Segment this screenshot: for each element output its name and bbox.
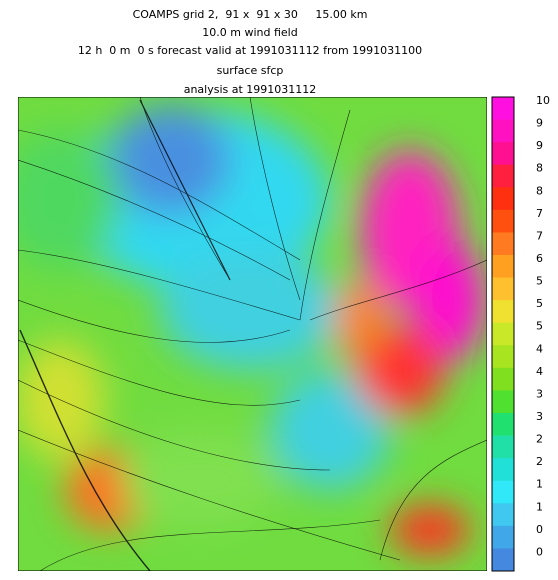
colorbar-swatch bbox=[492, 97, 514, 121]
colorbar-label: 8 bbox=[536, 184, 543, 197]
colorbar-label: 0 bbox=[536, 545, 543, 558]
colorbar-label: 1 bbox=[536, 478, 543, 491]
colorbar-label: 7 bbox=[536, 229, 543, 242]
colorbar-swatch bbox=[492, 300, 514, 324]
colorbar-swatch bbox=[492, 435, 514, 459]
colorbar-label: 9 bbox=[536, 139, 543, 152]
colorbar-swatch bbox=[492, 255, 514, 279]
colorbar-label: 4 bbox=[536, 365, 543, 378]
colorbar-swatch bbox=[492, 548, 514, 572]
title-line: analysis at 1991031112 bbox=[184, 83, 317, 96]
title-block: COAMPS grid 2, 91 x 91 x 30 15.00 km 10.0… bbox=[78, 8, 422, 96]
colorbar-label: 0 bbox=[536, 523, 543, 536]
colorbar-swatch bbox=[492, 458, 514, 482]
colorbar-swatch bbox=[492, 164, 514, 188]
colorbar-swatch bbox=[492, 277, 514, 301]
colorbar-swatch bbox=[492, 367, 514, 391]
colorbar-swatch bbox=[492, 209, 514, 233]
colorbar-swatch bbox=[492, 390, 514, 414]
title-line: surface sfcp bbox=[217, 64, 284, 77]
colorbar-swatch bbox=[492, 480, 514, 504]
colorbar-label: 2 bbox=[536, 433, 543, 446]
colorbar-label: 4 bbox=[536, 342, 543, 355]
colorbar-label: 5 bbox=[536, 297, 543, 310]
colorbar-swatch bbox=[492, 345, 514, 369]
colorbar-label: 5 bbox=[536, 320, 543, 333]
title-line: 10.0 m wind field bbox=[202, 26, 297, 39]
field-map bbox=[18, 97, 487, 571]
title-line: 12 h 0 m 0 s forecast valid at 199103111… bbox=[78, 44, 422, 57]
colorbar-label: 8 bbox=[536, 162, 543, 175]
colorbar-label: 6 bbox=[536, 252, 543, 265]
colorbar-swatch bbox=[492, 187, 514, 211]
colorbar-label: 10 bbox=[536, 94, 550, 107]
colorbar-label: 3 bbox=[536, 410, 543, 423]
colorbar-swatch bbox=[492, 322, 514, 346]
colorbar-swatch bbox=[492, 119, 514, 143]
colorbar-label: 1 bbox=[536, 500, 543, 513]
colorbar-swatch bbox=[492, 413, 514, 437]
colorbar-frame bbox=[491, 96, 515, 572]
colorbar-swatch bbox=[492, 142, 514, 166]
colorbar-label: 9 bbox=[536, 117, 543, 130]
colorbar-swatch bbox=[492, 232, 514, 256]
colorbar-label: 7 bbox=[536, 207, 543, 220]
colorbar-label: 3 bbox=[536, 387, 543, 400]
colorbar-swatch bbox=[492, 503, 514, 527]
title-line: COAMPS grid 2, 91 x 91 x 30 15.00 km bbox=[133, 8, 368, 21]
colorbar-swatch bbox=[492, 525, 514, 549]
colorbar-label: 5 bbox=[536, 275, 543, 288]
colorbar-label: 2 bbox=[536, 455, 543, 468]
